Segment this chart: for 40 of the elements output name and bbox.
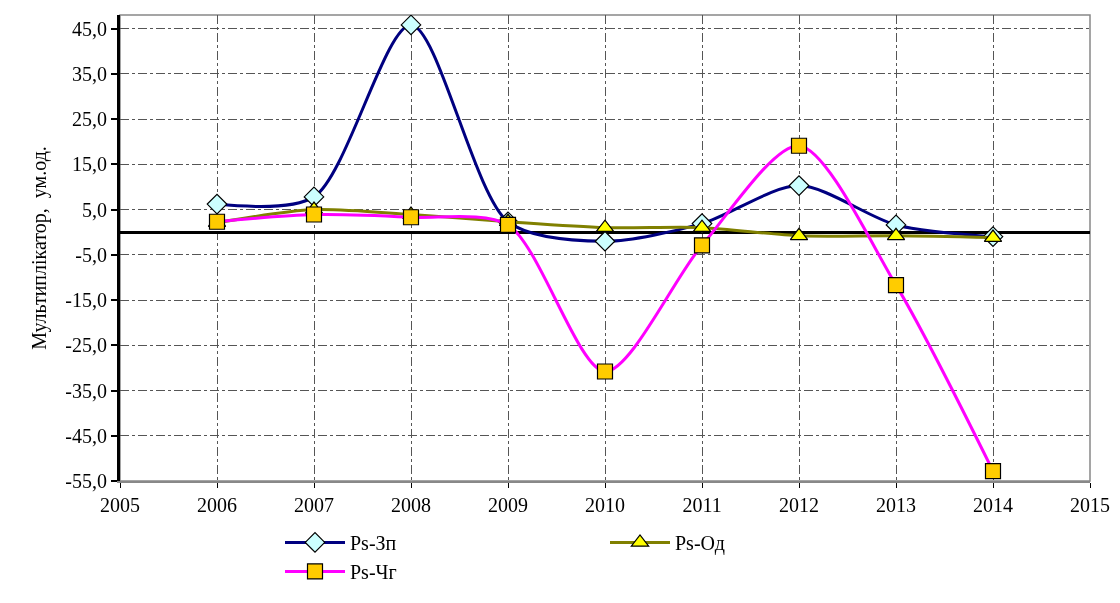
point — [789, 227, 809, 241]
y-tick-label: -55,0 — [65, 470, 107, 492]
point — [788, 175, 810, 196]
x-tick-label: 2008 — [391, 493, 431, 516]
point — [499, 216, 517, 234]
point — [400, 15, 422, 36]
x-tick-label: 2006 — [197, 493, 237, 516]
y-tick-label: 5,0 — [82, 198, 107, 221]
x-tick-label: 2014 — [973, 493, 1013, 516]
point — [594, 230, 616, 252]
legend-label: Ps-Чг — [350, 561, 397, 584]
y-tick-label: 25,0 — [72, 108, 107, 131]
point — [305, 206, 323, 223]
x-tick-label: 2009 — [488, 493, 528, 516]
legend-label: Ps-Зп — [350, 532, 397, 555]
x-tick-label: 2013 — [876, 493, 916, 516]
y-tick-label: 45,0 — [72, 17, 107, 40]
y-tick-label: -25,0 — [65, 334, 107, 357]
x-tick-label: 2007 — [294, 493, 334, 516]
y-tick-label: 35,0 — [72, 62, 107, 85]
point — [886, 227, 906, 241]
point — [984, 462, 1002, 480]
point — [596, 363, 614, 380]
y-tick-label: -15,0 — [65, 289, 107, 312]
point — [790, 137, 808, 154]
legend-label: Ps-Од — [675, 532, 725, 556]
y-tick-label: -45,0 — [65, 424, 107, 447]
point — [693, 237, 711, 254]
y-tick-label: -35,0 — [65, 379, 107, 402]
x-tick-label: 2010 — [585, 493, 625, 516]
y-axis-title: Мультиплікатор, ум.од. — [27, 146, 51, 350]
x-tick-label: 2012 — [779, 493, 819, 516]
x-tick-label: 2011 — [682, 493, 722, 516]
point — [206, 193, 228, 215]
y-tick-label: -5,0 — [75, 243, 107, 266]
y-tick-label: 15,0 — [72, 153, 107, 176]
point — [402, 209, 420, 226]
point — [887, 277, 905, 294]
x-tick-label: 2005 — [100, 493, 140, 516]
x-tick-label: 2015 — [1070, 493, 1110, 516]
